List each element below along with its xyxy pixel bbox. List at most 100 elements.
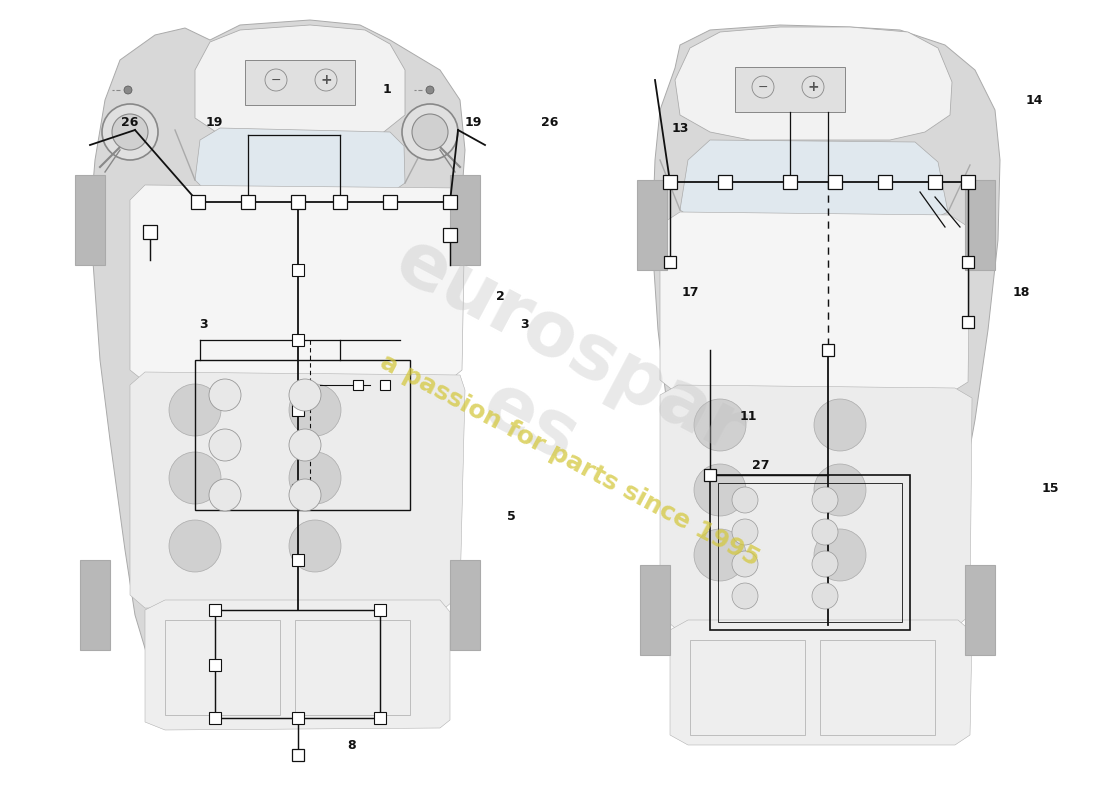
Bar: [822, 344, 834, 356]
Bar: [191, 195, 205, 209]
Text: eurospar
es: eurospar es: [342, 224, 758, 546]
Bar: [374, 712, 386, 724]
Circle shape: [402, 104, 458, 160]
Polygon shape: [130, 372, 465, 608]
Bar: [292, 712, 304, 724]
Bar: [209, 604, 221, 616]
Bar: [663, 175, 676, 189]
Bar: [637, 180, 667, 270]
Bar: [878, 175, 892, 189]
Bar: [209, 659, 221, 671]
Circle shape: [102, 104, 158, 160]
Bar: [353, 380, 363, 390]
Bar: [295, 620, 410, 715]
Bar: [292, 195, 305, 209]
Circle shape: [209, 379, 241, 411]
Circle shape: [812, 551, 838, 577]
Text: +: +: [320, 73, 332, 87]
Circle shape: [732, 551, 758, 577]
Text: −: −: [758, 81, 768, 94]
Polygon shape: [675, 27, 952, 140]
Bar: [965, 565, 996, 655]
Bar: [209, 712, 221, 724]
Text: 11: 11: [739, 410, 757, 422]
Circle shape: [814, 464, 866, 516]
Polygon shape: [195, 25, 405, 142]
Circle shape: [124, 86, 132, 94]
Text: 17: 17: [682, 286, 700, 298]
Bar: [80, 560, 110, 650]
Text: 1: 1: [383, 83, 392, 96]
Circle shape: [812, 583, 838, 609]
Text: 2: 2: [496, 290, 505, 302]
Text: 19: 19: [464, 116, 482, 129]
Text: −: −: [271, 74, 282, 86]
Bar: [165, 620, 280, 715]
Circle shape: [169, 452, 221, 504]
Bar: [450, 560, 480, 650]
Circle shape: [694, 464, 746, 516]
Polygon shape: [130, 185, 465, 382]
Text: 8: 8: [348, 739, 356, 752]
Bar: [292, 264, 304, 276]
Circle shape: [814, 399, 866, 451]
Text: 3: 3: [520, 318, 529, 330]
Circle shape: [426, 86, 434, 94]
Bar: [383, 195, 397, 209]
Circle shape: [814, 529, 866, 581]
Bar: [735, 67, 845, 112]
Polygon shape: [145, 600, 450, 730]
Bar: [292, 749, 304, 761]
Bar: [75, 175, 104, 265]
Bar: [450, 175, 480, 265]
Bar: [640, 565, 670, 655]
Text: 26: 26: [541, 116, 559, 129]
Bar: [718, 483, 902, 622]
Polygon shape: [680, 140, 948, 218]
Bar: [710, 475, 910, 630]
Circle shape: [812, 519, 838, 545]
Circle shape: [412, 114, 448, 150]
Bar: [195, 360, 410, 510]
Text: 3: 3: [199, 318, 208, 330]
Circle shape: [289, 384, 341, 436]
Polygon shape: [195, 128, 405, 190]
Circle shape: [289, 520, 341, 572]
Bar: [379, 380, 390, 390]
Polygon shape: [670, 620, 972, 745]
Bar: [292, 554, 304, 566]
Text: a passion for parts since 1995: a passion for parts since 1995: [376, 350, 763, 570]
Text: 27: 27: [752, 459, 770, 472]
Circle shape: [112, 114, 148, 150]
Bar: [292, 484, 304, 496]
Bar: [965, 180, 996, 270]
Circle shape: [209, 479, 241, 511]
Bar: [241, 195, 255, 209]
Polygon shape: [660, 212, 970, 392]
Text: +: +: [807, 80, 818, 94]
Bar: [820, 640, 935, 735]
Bar: [333, 195, 346, 209]
Bar: [245, 60, 355, 105]
Bar: [928, 175, 942, 189]
Circle shape: [732, 583, 758, 609]
Circle shape: [694, 399, 746, 451]
Bar: [664, 256, 676, 268]
Polygon shape: [90, 20, 465, 722]
Circle shape: [289, 452, 341, 504]
Bar: [961, 175, 975, 189]
Circle shape: [694, 529, 746, 581]
Bar: [443, 195, 456, 209]
Circle shape: [169, 384, 221, 436]
Bar: [374, 604, 386, 616]
Bar: [828, 175, 842, 189]
Bar: [783, 175, 798, 189]
Text: 26: 26: [121, 116, 139, 129]
Circle shape: [289, 479, 321, 511]
Text: 13: 13: [671, 122, 689, 134]
Bar: [690, 640, 805, 735]
Text: 14: 14: [1025, 94, 1043, 106]
Bar: [443, 228, 456, 242]
Circle shape: [209, 429, 241, 461]
Circle shape: [169, 520, 221, 572]
